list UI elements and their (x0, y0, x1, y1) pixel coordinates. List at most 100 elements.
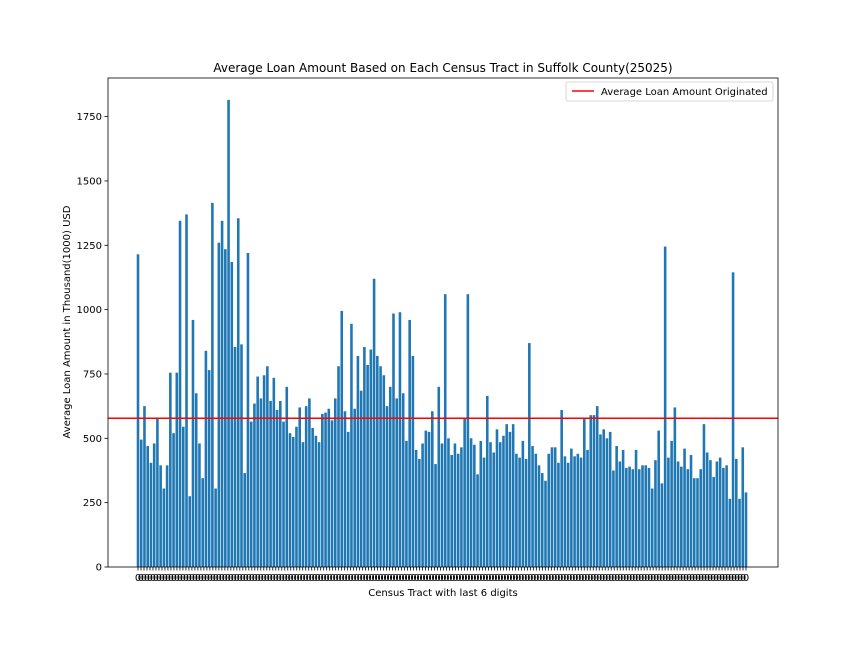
bar (663, 246, 667, 567)
bar (333, 398, 337, 567)
bar (599, 434, 602, 567)
x-tick-label: 0 (240, 573, 246, 584)
bar (709, 460, 712, 567)
bar (434, 464, 437, 567)
legend-label: Average Loan Amount Originated (601, 87, 768, 98)
bar (521, 440, 525, 567)
x-tick-label: 0 (596, 573, 602, 584)
x-tick-label: 0 (428, 573, 434, 584)
bar (608, 431, 612, 567)
bar (531, 446, 534, 567)
x-tick-label: 0 (177, 573, 183, 584)
x-tick-label: 0 (138, 573, 144, 584)
x-tick-label: 0 (380, 573, 386, 584)
bar (680, 466, 683, 567)
x-tick-label: 0 (297, 573, 303, 584)
bar (515, 453, 518, 567)
bar (388, 386, 392, 567)
bar (211, 202, 214, 567)
bar (440, 443, 444, 567)
bar (683, 448, 686, 567)
bar (460, 447, 463, 567)
bar (198, 443, 201, 567)
bar (589, 415, 593, 567)
bar (301, 442, 305, 567)
bar (634, 449, 638, 567)
bar (738, 498, 741, 567)
bar (214, 488, 217, 567)
x-tick-label: 0 (716, 573, 722, 584)
bar (489, 442, 492, 567)
bar (702, 424, 706, 567)
bar (699, 469, 703, 567)
x-tick-label: 0 (488, 573, 494, 584)
x-tick-label: 0 (458, 573, 464, 584)
x-tick-label: 0 (710, 573, 716, 584)
x-tick-label: 0 (461, 573, 467, 584)
x-tick-label: 0 (614, 573, 620, 584)
x-tick-label: 0 (270, 573, 276, 584)
bar (162, 488, 166, 567)
x-tick-label: 0 (407, 573, 413, 584)
x-tick-label: 0 (740, 573, 746, 584)
x-tick-label: 0 (377, 573, 383, 584)
bar (670, 440, 673, 567)
bar (337, 366, 340, 567)
legend-box (565, 81, 774, 102)
y-tick-label: 1250 (77, 241, 102, 252)
bar (191, 319, 195, 567)
x-tick-label: 0 (533, 573, 539, 584)
x-tick-label: 0 (650, 573, 656, 584)
x-tick-label: 0 (306, 573, 312, 584)
x-tick-label: 0 (503, 573, 509, 584)
bar (424, 430, 428, 567)
x-tick-label: 0 (593, 573, 599, 584)
bar (256, 376, 259, 567)
y-tick-label: 500 (83, 434, 102, 445)
x-tick-label: 0 (482, 573, 488, 584)
plot-frame (107, 77, 779, 568)
x-tick-label: 0 (258, 573, 264, 584)
bar (288, 433, 292, 567)
x-tick-label: 0 (512, 573, 518, 584)
bar (647, 467, 651, 567)
x-tick-label: 0 (315, 573, 321, 584)
bar (282, 421, 285, 567)
bar (443, 294, 447, 567)
x-tick-label: 0 (551, 573, 557, 584)
x-tick-label: 0 (410, 573, 416, 584)
bar (353, 408, 356, 567)
x-tick-label: 0 (276, 573, 282, 584)
bar (550, 447, 554, 567)
x-tick-label: 0 (662, 573, 668, 584)
bar (735, 458, 738, 567)
x-tick-label: 0 (300, 573, 306, 584)
x-tick-label: 0 (545, 573, 551, 584)
bar (602, 429, 605, 567)
x-tick-label: 0 (204, 573, 210, 584)
x-tick-label: 0 (147, 573, 153, 584)
x-tick-label: 0 (162, 573, 168, 584)
bar (431, 411, 434, 567)
x-tick-label: 0 (186, 573, 192, 584)
x-tick-label: 0 (153, 573, 159, 584)
x-tick-label: 0 (641, 573, 647, 584)
bar (615, 446, 618, 567)
legend: Average Loan Amount Originated (565, 81, 774, 102)
bar (450, 455, 453, 567)
bar (272, 377, 276, 567)
bar (718, 457, 722, 567)
x-tick-label: 0 (524, 573, 530, 584)
x-tick-label: 0 (605, 573, 611, 584)
y-tick-label: 1500 (77, 176, 102, 187)
x-tick-label: 0 (638, 573, 644, 584)
x-tick-label: 0 (647, 573, 653, 584)
bar (314, 435, 318, 567)
bar (485, 395, 489, 567)
bar (217, 242, 221, 567)
bar (676, 461, 680, 567)
bar (243, 473, 247, 567)
x-tick-label: 0 (527, 573, 533, 584)
x-tick-label: 0 (213, 573, 219, 584)
bar (560, 410, 563, 567)
